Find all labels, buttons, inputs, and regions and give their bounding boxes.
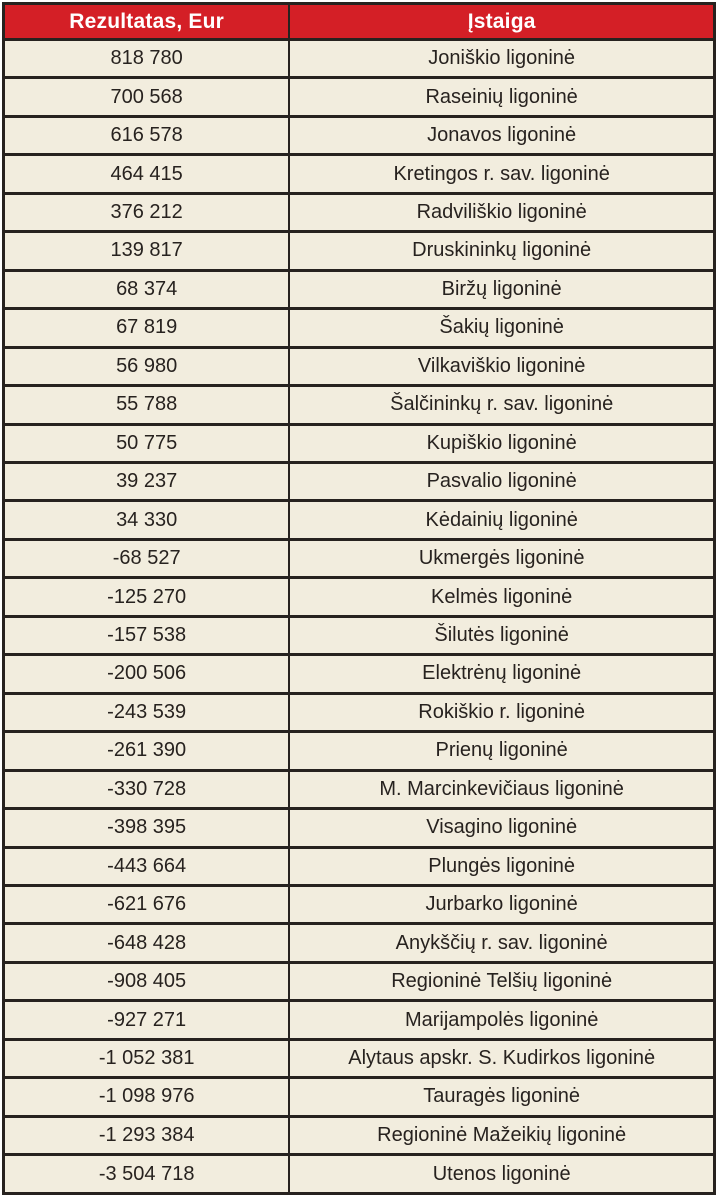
result-cell: -398 395 [2, 807, 291, 849]
institution-cell: Regioninė Mažeikių ligoninė [288, 1114, 716, 1157]
table-row: 139 817 Druskininkų ligoninė [2, 230, 716, 272]
table-row: -908 405 Regioninė Telšių ligoninė [2, 960, 716, 1003]
table-row: -648 428 Anykščių r. sav. ligoninė [2, 922, 716, 964]
result-cell: -1 098 976 [2, 1076, 291, 1118]
table-row: 55 788 Šalčininkų r. sav. ligoninė [2, 384, 716, 426]
result-cell: -648 428 [2, 922, 291, 964]
result-cell: -125 270 [2, 576, 291, 618]
institution-cell: Vilkaviškio ligoninė [288, 345, 716, 388]
result-cell: 818 780 [2, 37, 291, 80]
result-cell: -330 728 [2, 768, 291, 811]
result-cell: -243 539 [2, 691, 291, 734]
result-cell: 376 212 [2, 191, 291, 234]
table-row: -1 052 381 Alytaus apskr. S. Kudirkos li… [2, 1037, 716, 1080]
result-cell: 464 415 [2, 153, 291, 195]
institution-cell: Kėdainių ligoninė [288, 499, 716, 541]
table-row: 464 415 Kretingos r. sav. ligoninė [2, 153, 716, 195]
table-row: 67 819 Šakių ligoninė [2, 307, 716, 349]
institution-cell: Marijampolės ligoninė [288, 999, 716, 1041]
table-row: -3 504 718 Utenos ligoninė [2, 1153, 716, 1195]
table-header: Rezultatas, Eur Įstaiga [2, 2, 716, 41]
table-row: -927 271 Marijampolės ligoninė [2, 999, 716, 1041]
result-cell: -908 405 [2, 960, 291, 1003]
table-row: 700 568 Raseinių ligoninė [2, 76, 716, 118]
institution-cell: Pasvalio ligoninė [288, 460, 716, 503]
institution-cell: Joniškio ligoninė [288, 37, 716, 80]
result-cell: -1 293 384 [2, 1114, 291, 1157]
table-row: 818 780 Joniškio ligoninė [2, 37, 716, 80]
result-cell: -927 271 [2, 999, 291, 1041]
result-cell: 616 578 [2, 114, 291, 157]
institution-cell: Druskininkų ligoninė [288, 230, 716, 272]
table-row: 376 212 Radviliškio ligoninė [2, 191, 716, 234]
institution-cell: Rokiškio r. ligoninė [288, 691, 716, 734]
institution-cell: Kretingos r. sav. ligoninė [288, 153, 716, 195]
institution-cell: Radviliškio ligoninė [288, 191, 716, 234]
table-row: -1 293 384 Regioninė Mažeikių ligoninė [2, 1114, 716, 1157]
institution-cell: Šakių ligoninė [288, 307, 716, 349]
table-row: -261 390 Prienų ligoninė [2, 730, 716, 772]
institution-cell: Jurbarko ligoninė [288, 883, 716, 926]
result-cell: 56 980 [2, 345, 291, 388]
result-cell: -1 052 381 [2, 1037, 291, 1080]
table-row: -398 395 Visagino ligoninė [2, 807, 716, 849]
result-cell: 68 374 [2, 268, 291, 311]
institution-cell: Elektrėnų ligoninė [288, 653, 716, 695]
institution-cell: Prienų ligoninė [288, 730, 716, 772]
header-row: Rezultatas, Eur Įstaiga [2, 2, 716, 41]
table-row: -443 664 Plungės ligoninė [2, 845, 716, 887]
institution-cell: Plungės ligoninė [288, 845, 716, 887]
result-cell: -621 676 [2, 883, 291, 926]
table-row: 56 980 Vilkaviškio ligoninė [2, 345, 716, 388]
institution-cell: Šalčininkų r. sav. ligoninė [288, 384, 716, 426]
institution-cell: Alytaus apskr. S. Kudirkos ligoninė [288, 1037, 716, 1080]
institution-cell: Raseinių ligoninė [288, 76, 716, 118]
table-row: -200 506 Elektrėnų ligoninė [2, 653, 716, 695]
institution-cell: Regioninė Telšių ligoninė [288, 960, 716, 1003]
institution-cell: M. Marcinkevičiaus ligoninė [288, 768, 716, 811]
table-row: -243 539 Rokiškio r. ligoninė [2, 691, 716, 734]
result-cell: 55 788 [2, 384, 291, 426]
institution-cell: Kupiškio ligoninė [288, 422, 716, 465]
result-cell: 139 817 [2, 230, 291, 272]
result-cell: 700 568 [2, 76, 291, 118]
table-row: -330 728 M. Marcinkevičiaus ligoninė [2, 768, 716, 811]
table-row: 39 237 Pasvalio ligoninė [2, 460, 716, 503]
institution-cell: Utenos ligoninė [288, 1153, 716, 1195]
institution-cell: Visagino ligoninė [288, 807, 716, 849]
table-row: -1 098 976 Tauragės ligoninė [2, 1076, 716, 1118]
table-row: -157 538 Šilutės ligoninė [2, 614, 716, 657]
institution-cell: Ukmergės ligoninė [288, 537, 716, 580]
result-cell: -157 538 [2, 614, 291, 657]
result-cell: -3 504 718 [2, 1153, 291, 1195]
result-cell: 39 237 [2, 460, 291, 503]
result-cell: -261 390 [2, 730, 291, 772]
result-cell: 34 330 [2, 499, 291, 541]
institution-cell: Šilutės ligoninė [288, 614, 716, 657]
table-body: 818 780 Joniškio ligoninė 700 568 Rasein… [2, 37, 716, 1195]
result-cell: 67 819 [2, 307, 291, 349]
institution-cell: Biržų ligoninė [288, 268, 716, 311]
institution-cell: Jonavos ligoninė [288, 114, 716, 157]
column-header-result: Rezultatas, Eur [2, 2, 291, 41]
result-cell: -200 506 [2, 653, 291, 695]
table-row: 50 775 Kupiškio ligoninė [2, 422, 716, 465]
institution-cell: Anykščių r. sav. ligoninė [288, 922, 716, 964]
result-cell: -68 527 [2, 537, 291, 580]
table-row: 616 578 Jonavos ligoninė [2, 114, 716, 157]
institution-cell: Tauragės ligoninė [288, 1076, 716, 1118]
table-row: -621 676 Jurbarko ligoninė [2, 883, 716, 926]
table-row: 68 374 Biržų ligoninė [2, 268, 716, 311]
table-row: 34 330 Kėdainių ligoninė [2, 499, 716, 541]
institution-cell: Kelmės ligoninė [288, 576, 716, 618]
table-row: -125 270 Kelmės ligoninė [2, 576, 716, 618]
table-row: -68 527 Ukmergės ligoninė [2, 537, 716, 580]
column-header-institution: Įstaiga [288, 2, 716, 41]
result-cell: -443 664 [2, 845, 291, 887]
result-cell: 50 775 [2, 422, 291, 465]
